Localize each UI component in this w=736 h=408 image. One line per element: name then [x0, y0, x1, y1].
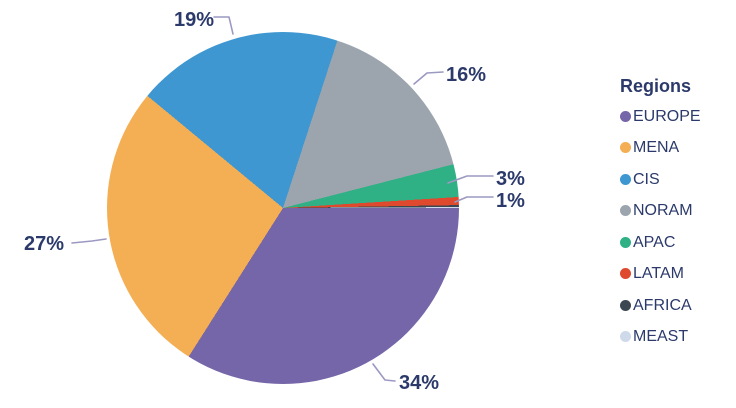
legend-swatch-noram — [620, 205, 631, 217]
callout-europe — [372, 363, 396, 382]
slice-label-cis: 19% — [174, 9, 215, 31]
legend-label-apac: APAC — [633, 233, 676, 251]
legend-label-mena: MENA — [633, 139, 680, 157]
legend-item-cis: CIS — [620, 170, 701, 189]
legend-label-noram: NORAM — [633, 202, 693, 220]
legend: Regions EUROPE MENA CIS NORAM APAC LATAM AFRIC… — [620, 76, 701, 347]
legend-swatch-europe — [620, 110, 631, 122]
legend-swatch-cis — [620, 173, 631, 185]
legend-swatch-africa — [620, 299, 631, 311]
callout-noram — [413, 71, 444, 85]
legend-item-noram: NORAM — [620, 201, 701, 220]
callout-cis — [213, 16, 234, 35]
slice-label-noram: 16% — [446, 64, 487, 86]
legend-label-cis: CIS — [633, 170, 660, 188]
legend-item-mena: MENA — [620, 138, 701, 157]
legend-item-apac: APAC — [620, 233, 701, 252]
legend-title: Regions — [620, 76, 692, 96]
legend-swatch-mena — [620, 142, 631, 154]
legend-label-latam: LATAM — [633, 265, 684, 283]
slice-label-europe: 34% — [399, 372, 440, 394]
legend-item-europe: EUROPE — [620, 107, 701, 126]
slice-label-apac: 3% — [496, 168, 525, 190]
legend-swatch-apac — [620, 236, 631, 248]
slice-label-mena: 27% — [24, 233, 65, 255]
legend-swatch-latam — [620, 268, 631, 280]
callout-mena — [71, 238, 107, 244]
legend-item-africa: AFRICA — [620, 296, 701, 315]
legend-items: EUROPE MENA CIS NORAM APAC LATAM AFRICA MEAST — [620, 107, 701, 347]
legend-label-meast: MEAST — [633, 328, 689, 346]
legend-label-africa: AFRICA — [633, 296, 692, 314]
callout-latam — [454, 196, 494, 203]
legend-item-meast: MEAST — [620, 327, 701, 346]
legend-label-europe: EUROPE — [633, 107, 701, 125]
slice-label-latam: 1% — [496, 190, 525, 212]
legend-item-latam: LATAM — [620, 264, 701, 283]
pie — [107, 32, 459, 384]
legend-swatch-meast — [620, 331, 631, 343]
